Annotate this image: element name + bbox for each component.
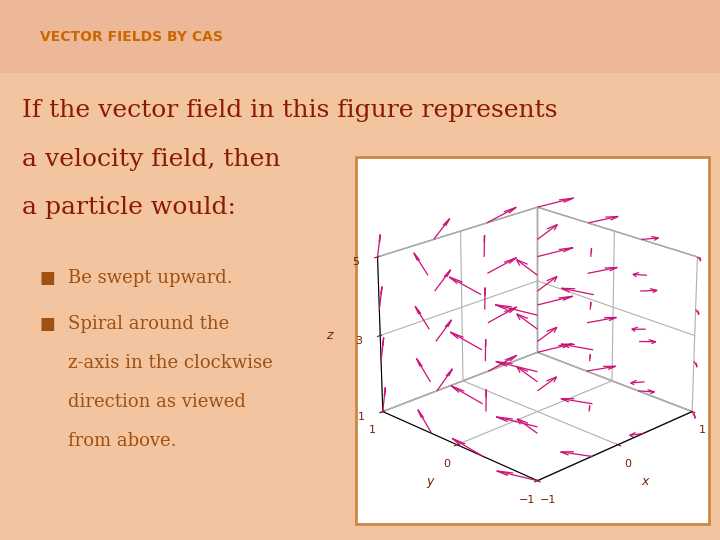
Text: ■: ■ (40, 269, 55, 287)
Text: If the vector field in this figure represents: If the vector field in this figure repre… (22, 99, 557, 122)
Y-axis label: y: y (426, 475, 434, 488)
Text: Be swept upward.: Be swept upward. (68, 269, 233, 287)
Bar (0, 0, 720, 73)
Text: ■: ■ (40, 315, 55, 333)
Text: z-axis in the clockwise: z-axis in the clockwise (68, 354, 273, 372)
Text: VECTOR FIELDS BY CAS: VECTOR FIELDS BY CAS (40, 30, 222, 44)
Text: Spiral around the: Spiral around the (68, 315, 230, 333)
Text: direction as viewed: direction as viewed (68, 393, 246, 411)
Text: a particle would:: a particle would: (22, 197, 235, 219)
Text: a velocity field, then: a velocity field, then (22, 148, 280, 171)
Bar (356, 157, 709, 524)
Text: from above.: from above. (68, 431, 177, 450)
X-axis label: x: x (641, 475, 649, 488)
